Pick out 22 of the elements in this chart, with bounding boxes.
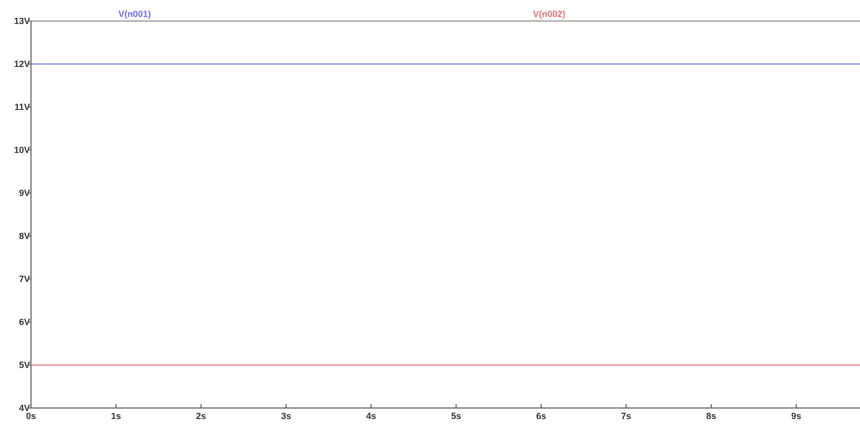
- y-tick-label: 5V: [18, 360, 30, 370]
- y-tick-label: 4V: [18, 402, 30, 413]
- y-tick-label: 12V: [14, 58, 30, 69]
- y-tick-label: 9V: [18, 188, 30, 198]
- x-tick-label: 0s: [26, 411, 36, 422]
- y-tick-label: 8V: [18, 230, 30, 241]
- x-tick-label: 2s: [196, 411, 206, 422]
- x-tick-label: 1s: [111, 411, 122, 422]
- x-tick-label: 7s: [621, 411, 632, 422]
- y-tick-label: 6V: [18, 316, 30, 327]
- x-tick-label: 8s: [706, 411, 716, 422]
- y-tick-label: 13V: [14, 16, 30, 26]
- x-tick-label: 6s: [536, 411, 546, 422]
- y-tick-label: 10V: [14, 144, 30, 155]
- x-tick-label: 3s: [281, 411, 292, 422]
- text: V(n001): [118, 9, 151, 19]
- x-tick-label: 5s: [451, 411, 462, 422]
- text: V(n002): [532, 9, 566, 19]
- y-tick-label: 7V: [18, 274, 30, 284]
- x-tick-label: 4s: [366, 411, 376, 422]
- y-tick-label: 11V: [14, 102, 30, 112]
- x-tick-label: 9s: [791, 411, 802, 422]
